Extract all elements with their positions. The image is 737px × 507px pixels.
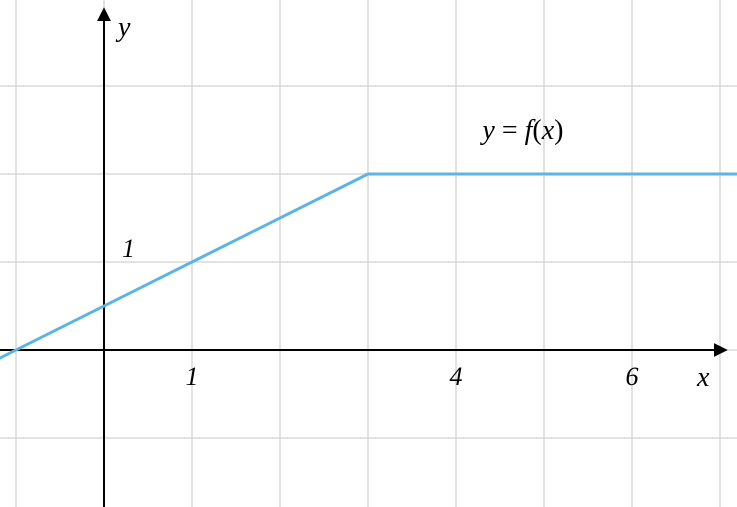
- plot-svg: [0, 0, 737, 507]
- function-graph: 1 4 6 1 x y y = f(x): [0, 0, 737, 507]
- x-tick-1: 1: [186, 362, 199, 392]
- curve-label: y = f(x): [482, 115, 563, 147]
- x-tick-4: 4: [450, 362, 463, 392]
- x-axis-label: x: [697, 362, 709, 394]
- y-tick-1: 1: [122, 234, 135, 264]
- x-tick-6: 6: [626, 362, 639, 392]
- y-axis-label: y: [118, 12, 130, 44]
